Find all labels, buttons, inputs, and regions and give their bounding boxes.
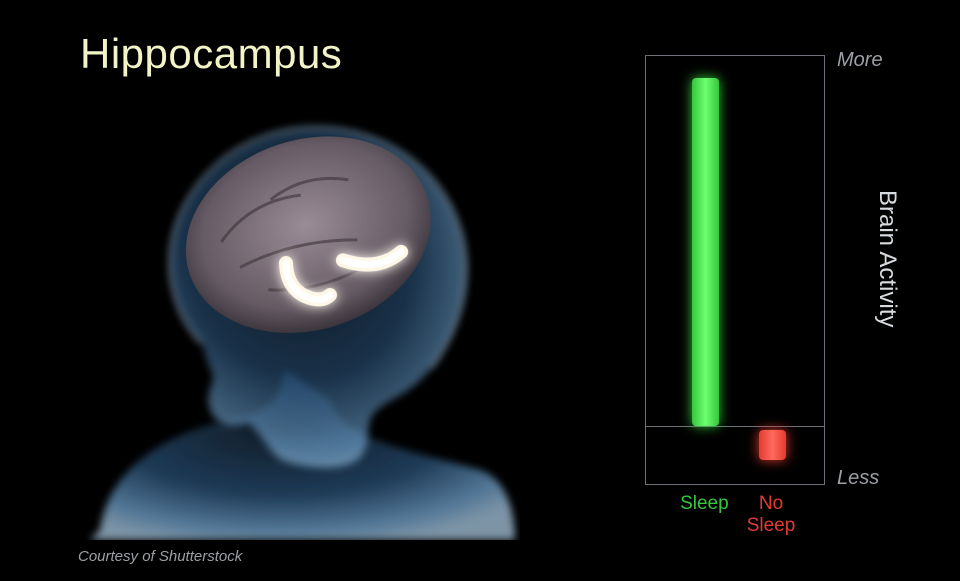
head-illustration — [70, 100, 520, 540]
bar-no-sleep — [759, 430, 786, 460]
axis-label-less: Less — [837, 467, 879, 490]
brain-activity-chart: More Less Brain Activity Sleep No Sleep — [645, 55, 825, 485]
axis-title-brain-activity: Brain Activity — [873, 190, 901, 327]
head-svg — [70, 100, 520, 540]
axis-label-more: More — [837, 49, 883, 72]
stage: Hippocampus Courtesy of Shutterstock — [0, 0, 960, 581]
page-title: Hippocampus — [80, 30, 342, 78]
chart-baseline — [646, 426, 824, 427]
bar-sleep — [692, 78, 719, 426]
image-credit: Courtesy of Shutterstock — [78, 548, 242, 565]
series-label-no-sleep: No Sleep — [731, 493, 811, 537]
chart-frame — [645, 55, 825, 485]
